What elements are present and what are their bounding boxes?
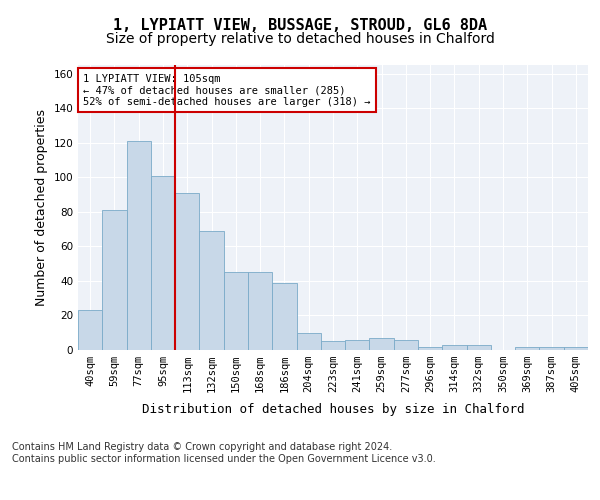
Bar	[394, 340, 418, 350]
Bar	[515, 346, 539, 350]
Text: Size of property relative to detached houses in Chalford: Size of property relative to detached ho…	[106, 32, 494, 46]
Bar	[78, 310, 102, 350]
Bar	[102, 210, 127, 350]
Bar	[296, 332, 321, 350]
Bar	[248, 272, 272, 350]
Bar	[564, 346, 588, 350]
Bar	[199, 231, 224, 350]
Bar	[127, 141, 151, 350]
Bar	[370, 338, 394, 350]
Bar	[321, 342, 345, 350]
Text: 1 LYPIATT VIEW: 105sqm
← 47% of detached houses are smaller (285)
52% of semi-de: 1 LYPIATT VIEW: 105sqm ← 47% of detached…	[83, 74, 371, 107]
Bar	[442, 345, 467, 350]
Y-axis label: Number of detached properties: Number of detached properties	[35, 109, 48, 306]
Bar	[467, 345, 491, 350]
Bar	[272, 282, 296, 350]
Bar	[151, 176, 175, 350]
Bar	[539, 346, 564, 350]
Text: 1, LYPIATT VIEW, BUSSAGE, STROUD, GL6 8DA: 1, LYPIATT VIEW, BUSSAGE, STROUD, GL6 8D…	[113, 18, 487, 32]
Text: Contains HM Land Registry data © Crown copyright and database right 2024.
Contai: Contains HM Land Registry data © Crown c…	[12, 442, 436, 464]
Bar	[175, 193, 199, 350]
Bar	[224, 272, 248, 350]
Bar	[345, 340, 370, 350]
Text: Distribution of detached houses by size in Chalford: Distribution of detached houses by size …	[142, 402, 524, 415]
Bar	[418, 346, 442, 350]
